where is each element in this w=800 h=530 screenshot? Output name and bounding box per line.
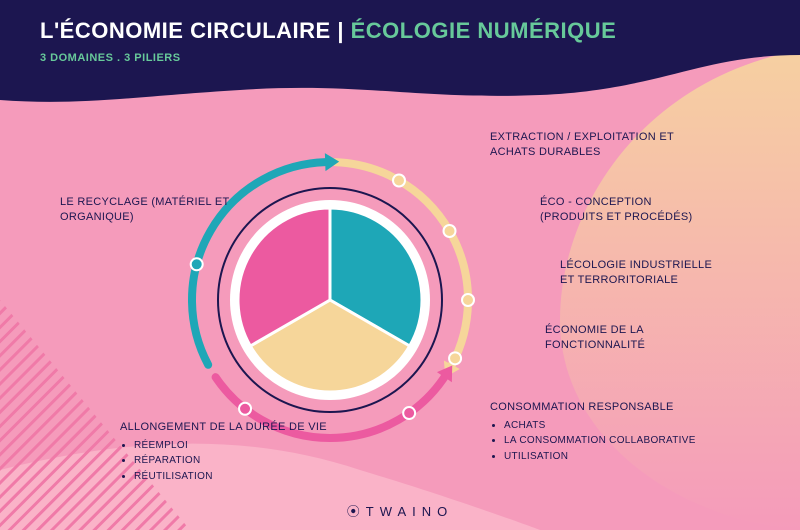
label-line: ÉCONOMIE DE LA [545,323,645,338]
cycle-arrow-2 [325,153,339,171]
brand-text: TWAINO [366,504,454,519]
bullet-item: RÉPARATION [134,454,327,468]
label-line: EXTRACTION / EXPLOITATION ET [490,130,674,145]
label-line: LÉCOLOGIE INDUSTRIELLE [560,258,712,273]
bullet-item: RÉUTILISATION [134,470,327,484]
bullet-item: UTILISATION [504,450,696,464]
bullet-item: RÉEMPLOI [134,439,327,453]
brand-footer: ⦿ TWAINO [0,501,800,520]
label-line: (PRODUITS ET PROCÉDÉS) [540,210,692,225]
label-line: ET TERRORITORIALE [560,273,712,288]
label-line: FONCTIONNALITÉ [545,338,645,353]
label-line: ÉCO - CONCEPTION [540,195,692,210]
infographic-canvas: L'ÉCONOMIE CIRCULAIRE | ÉCOLOGIE NUMÉRIQ… [0,0,800,530]
cycle-dot-6 [191,258,203,270]
label-eco-conception: ÉCO - CONCEPTION(PRODUITS ET PROCÉDÉS) [540,195,692,225]
cycle-dot-3 [449,352,461,364]
label-bullets: RÉEMPLOIRÉPARATION RÉUTILISATION [120,439,327,484]
label-bullets: ACHATSLA CONSOMMATION COLLABORATIVE UTILI… [490,419,696,464]
cycle-dot-1 [444,225,456,237]
brand-icon: ⦿ [347,504,360,519]
label-ecologie-industrielle: LÉCOLOGIE INDUSTRIELLEET TERRORITORIALE [560,258,712,288]
label-recyclage: LE RECYCLAGE (MATÉRIEL ETORGANIQUE) [60,195,229,225]
label-line: ALLONGEMENT DE LA DURÉE DE VIE [120,420,327,435]
label-economie-fonctionnalite: ÉCONOMIE DE LAFONCTIONNALITÉ [545,323,645,353]
bullet-item: ACHATS [504,419,696,433]
cycle-dot-4 [403,407,415,419]
label-extraction: EXTRACTION / EXPLOITATION ETACHATS DURAB… [490,130,674,160]
label-line: LE RECYCLAGE (MATÉRIEL ET [60,195,229,210]
cycle-dot-5 [239,403,251,415]
label-consommation: CONSOMMATION RESPONSABLE ACHATSLA CONSOMM… [490,400,696,463]
label-allongement: ALLONGEMENT DE LA DURÉE DE VIERÉEMPLOIRÉ… [120,420,327,483]
label-line: CONSOMMATION RESPONSABLE [490,400,696,415]
bullet-item: LA CONSOMMATION COLLABORATIVE [504,434,696,448]
cycle-dot-0 [393,174,405,186]
label-line: ACHATS DURABLES [490,145,674,160]
cycle-dot-2 [462,294,474,306]
label-line: ORGANIQUE) [60,210,229,225]
